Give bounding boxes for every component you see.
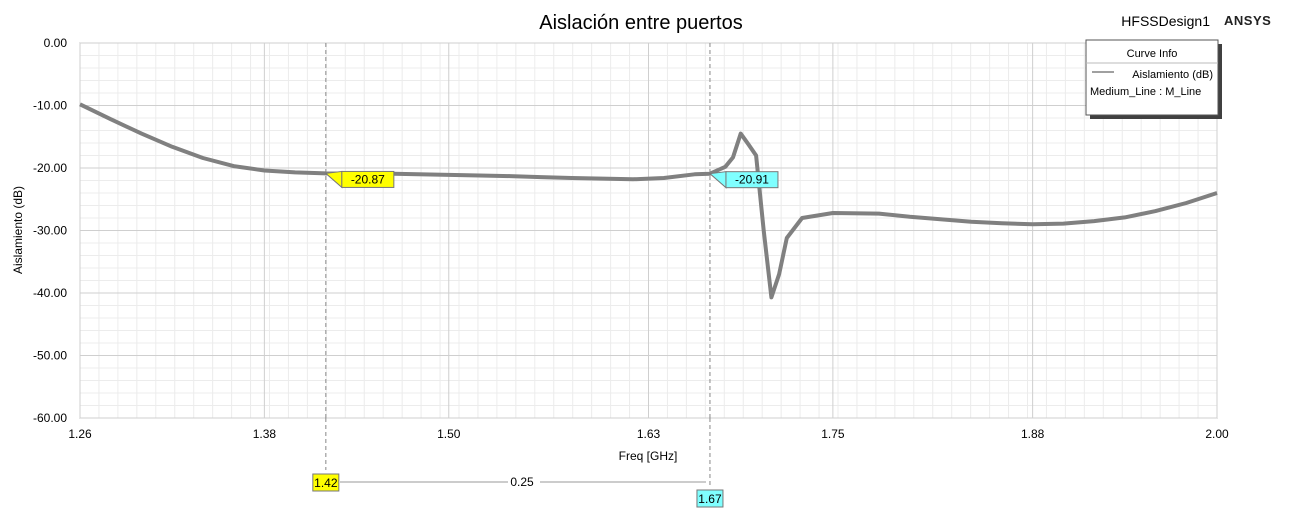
legend-box [1085,39,1219,116]
legend[interactable]: Curve Info Aislamiento (dB) Medium_Line … [1085,39,1222,119]
marker-x-box-m1[interactable] [312,473,340,492]
design-name: HFSSDesign1 [1121,13,1210,29]
marker-delta-value: 0.25 [510,475,534,489]
x-tick-label: 1.50 [437,427,461,441]
x-tick-label: 1.63 [637,427,661,441]
legend-entry-sub: Medium_Line : M_Line [1090,86,1201,98]
y-tick-label: -10.00 [33,99,67,113]
x-tick-label: 1.88 [1021,427,1045,441]
y-tick-label: 0.00 [44,36,68,50]
x-tick-label: 1.38 [253,427,277,441]
legend-title: Curve Info [1127,48,1178,60]
y-tick-label: -50.00 [33,349,67,363]
marker-value-m2: -20.91 [735,173,769,187]
marker-value-m1: -20.87 [351,172,385,186]
marker-x-value-m2: 1.67 [698,492,722,506]
marker-lines [325,43,711,486]
chart-title: Aislación entre puertos [539,12,742,34]
x-tick-label: 1.26 [68,427,92,441]
marker-x-value-m1: 1.42 [314,476,338,490]
x-axis-label: Freq [GHz] [619,449,678,463]
y-tick-label: -40.00 [33,286,67,300]
marker-flags[interactable]: -20.87 1.42 -20.91 1.67 [312,170,779,508]
y-tick-label: -60.00 [33,411,67,425]
series-line [79,102,1218,300]
marker-value-box-m1[interactable] [341,170,395,188]
x-tick-label: 2.00 [1205,427,1229,441]
brand-logo: ANSYS [1224,13,1271,28]
x-axis-ticks: 1.26 1.38 1.50 1.63 1.75 1.88 2.00 [68,427,1229,441]
marker-value-box-m2[interactable] [725,171,779,189]
marker-x-box-m2[interactable] [696,489,724,508]
marker-delta: 0.25 [340,475,706,489]
legend-entry-label: Aislamiento (dB) [1132,69,1213,81]
y-tick-label: -20.00 [33,161,67,175]
y-tick-label: -30.00 [33,224,67,238]
y-axis-ticks: 0.00 -10.00 -20.00 -30.00 -40.00 -50.00 -60.00 [33,36,67,425]
x-tick-label: 1.75 [821,427,845,441]
y-axis-label: Aislamiento (dB) [11,186,25,274]
series-layer [79,102,1218,300]
